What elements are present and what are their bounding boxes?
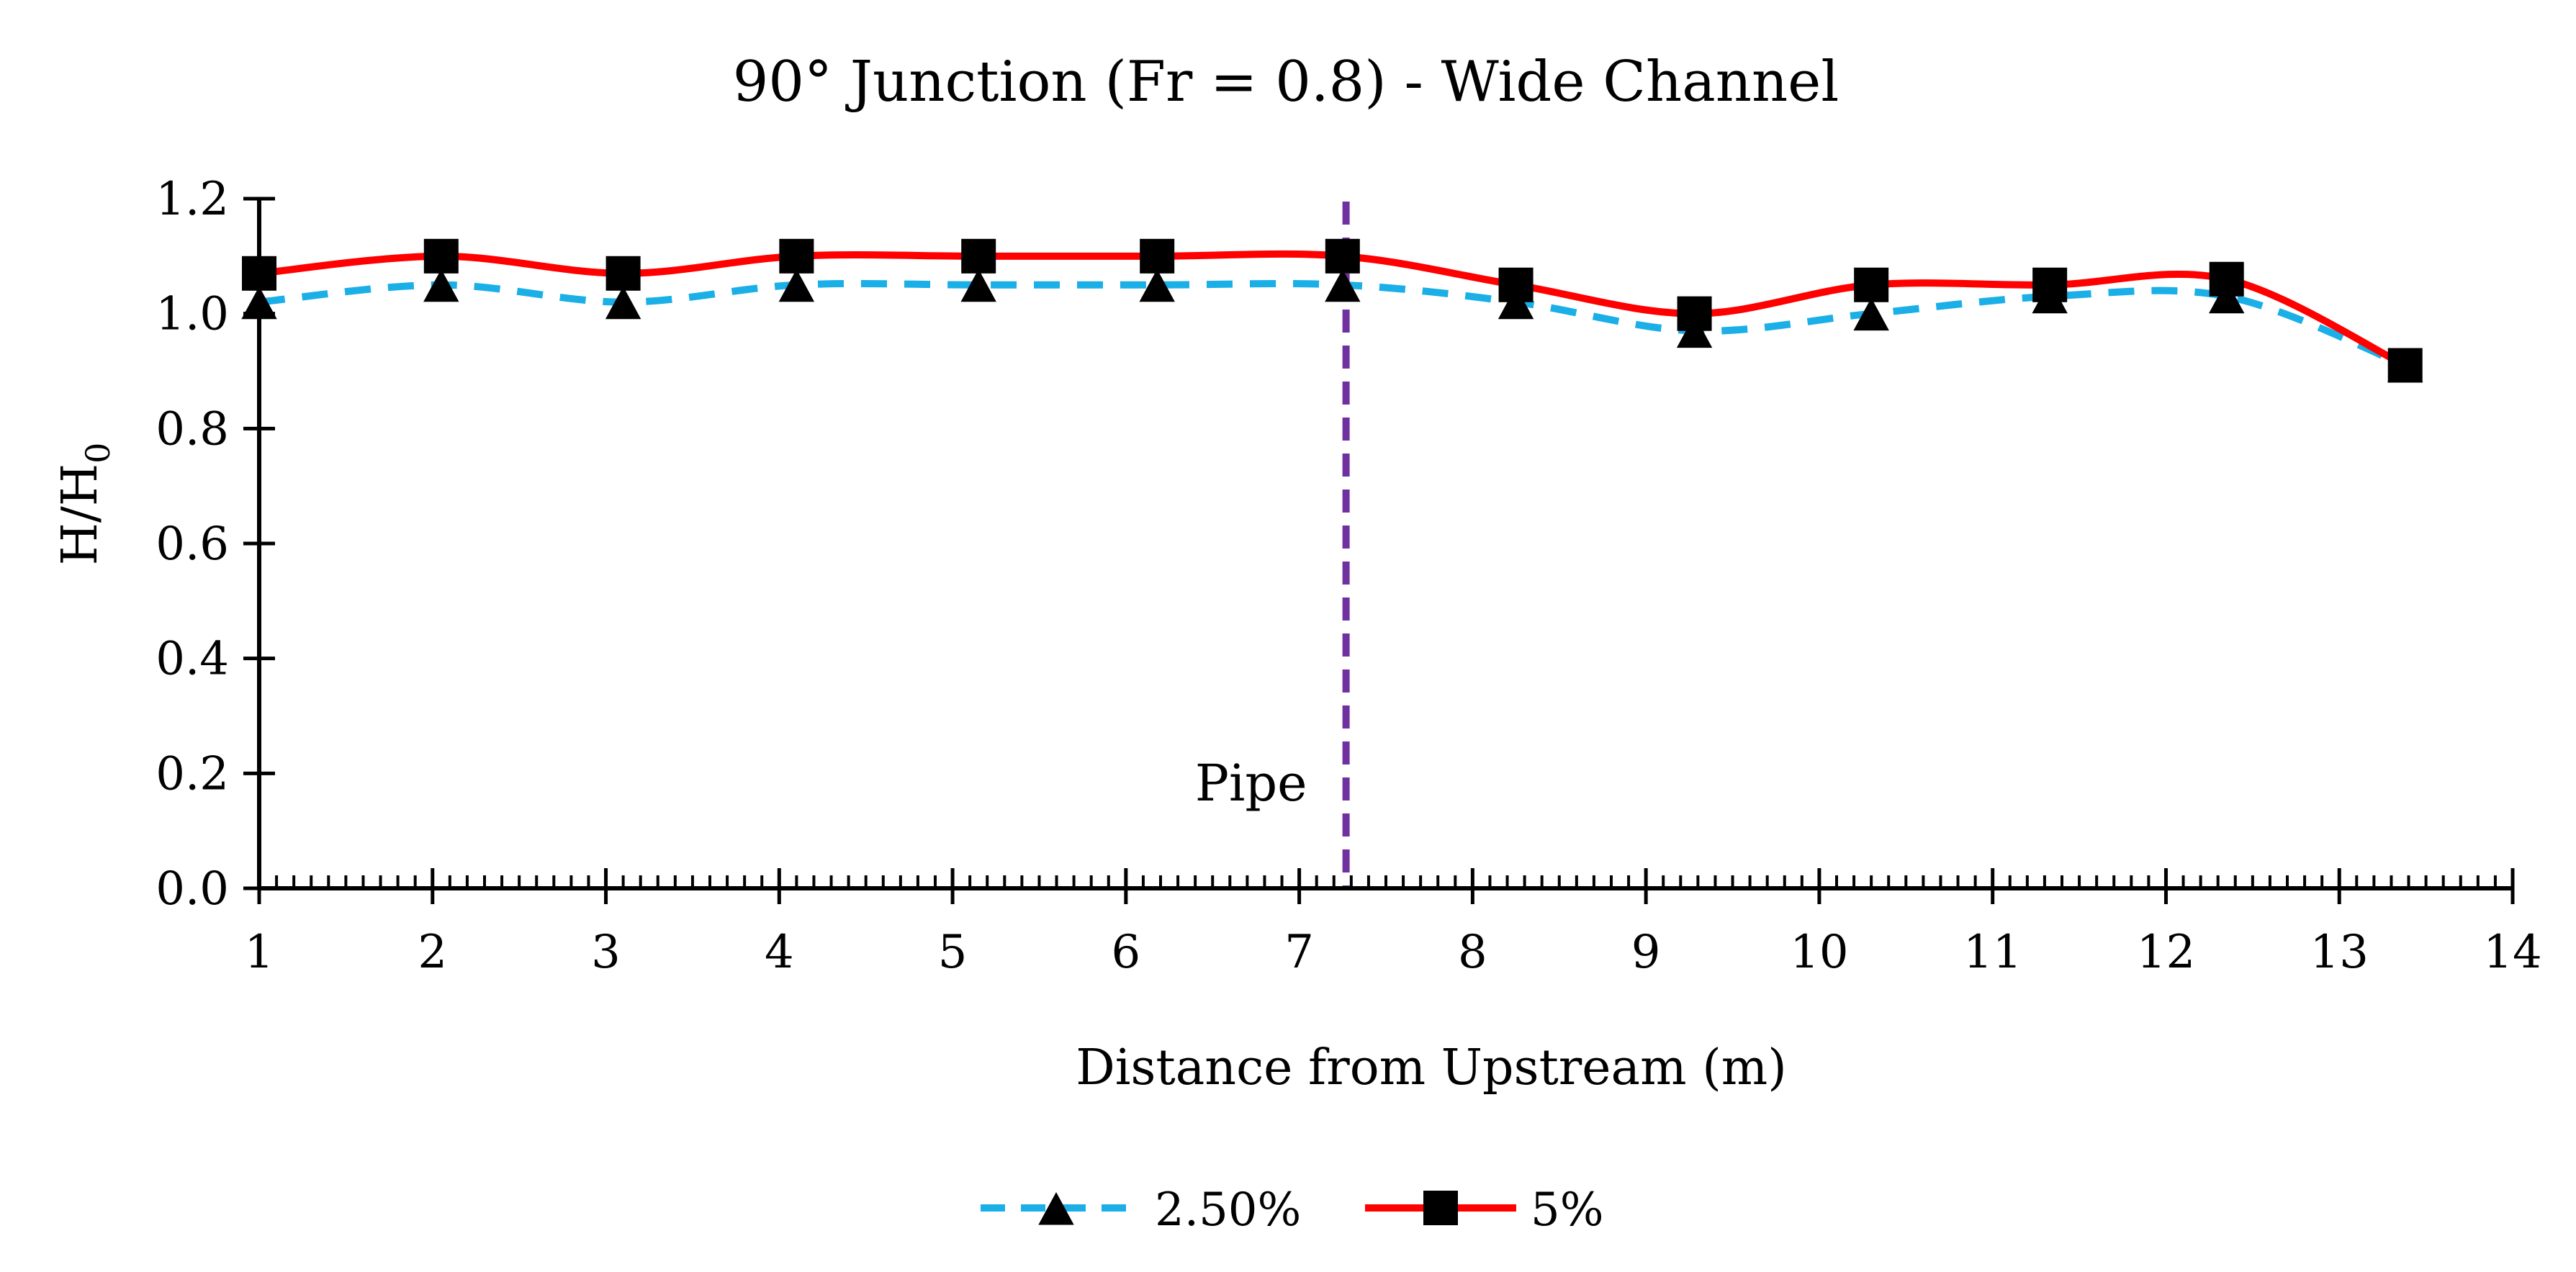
y-tick-label: 1.0 [156, 288, 229, 341]
data-point-triangle [605, 286, 641, 320]
x-tick-label: 7 [1284, 926, 1314, 979]
legend-marker-triangle [1038, 1192, 1074, 1225]
y-axis-label-main: H/H [52, 464, 109, 566]
data-point-triangle [960, 269, 996, 302]
axes: 0.00.20.40.60.81.01.21 2 3 4 5 6 7 8 9 10 11 12 13 14 [156, 173, 2542, 979]
x-tick-label: 1 [245, 926, 274, 979]
data-point-square [423, 238, 459, 274]
y-axis-label-subscript: 0 [78, 443, 117, 464]
x-tick-label: 14 [2483, 926, 2541, 979]
pipe-label: Pipe [1195, 754, 1307, 813]
x-tick-label: 5 [938, 926, 968, 979]
data-point-square [779, 238, 814, 274]
data-point-triangle [1853, 297, 1889, 331]
x-tick-label: 11 [1963, 926, 2022, 979]
data-point-square [1140, 238, 1175, 274]
data-point-square [1325, 238, 1360, 274]
x-tick-label: 2 [418, 926, 447, 979]
x-tick-label: 9 [1631, 926, 1661, 979]
data-point-triangle [1139, 269, 1175, 302]
x-tick-label: 6 [1111, 926, 1140, 979]
data-point-square [961, 238, 996, 274]
data-point-square [1677, 296, 1712, 331]
series-group [241, 238, 2423, 383]
data-point-square [1498, 267, 1534, 302]
data-point-triangle [423, 269, 459, 302]
y-axis-label: H/H0 [52, 443, 117, 566]
data-point-square [2209, 261, 2244, 297]
y-tick-label: 1.2 [156, 173, 229, 226]
data-point-square [605, 256, 641, 291]
y-tick-label: 0.4 [156, 633, 229, 686]
legend: 2.50% 5% [981, 1183, 1604, 1237]
x-tick-label: 4 [765, 926, 794, 979]
chart-title: 90° Junction (Fr = 0.8) - Wide Channel [733, 50, 1839, 114]
x-tick-label: 8 [1458, 926, 1487, 979]
y-tick-label: 0.6 [156, 518, 229, 571]
data-point-square [2387, 348, 2423, 383]
y-tick-label: 0.2 [156, 747, 229, 800]
data-point-square [2032, 267, 2068, 302]
y-tick-label: 0.0 [156, 862, 229, 916]
x-tick-label: 13 [2310, 926, 2369, 979]
y-tick-label: 0.8 [156, 402, 229, 456]
x-tick-label: 3 [591, 926, 621, 979]
data-point-triangle [2209, 280, 2245, 314]
x-tick-label: 12 [2137, 926, 2195, 979]
legend-marker-square [1423, 1191, 1458, 1225]
data-point-triangle [1676, 315, 1713, 348]
data-point-triangle [1325, 269, 1361, 302]
annotations: Pipe [1195, 202, 1350, 888]
legend-label-1: 2.50% [1155, 1183, 1301, 1237]
data-point-triangle [778, 269, 815, 302]
data-point-triangle [1498, 286, 1534, 320]
legend-label-2: 5% [1531, 1183, 1604, 1237]
data-point-square [1854, 267, 1889, 302]
x-axis-label: Distance from Upstream (m) [1076, 1039, 1786, 1096]
x-tick-label: 10 [1790, 926, 1848, 979]
